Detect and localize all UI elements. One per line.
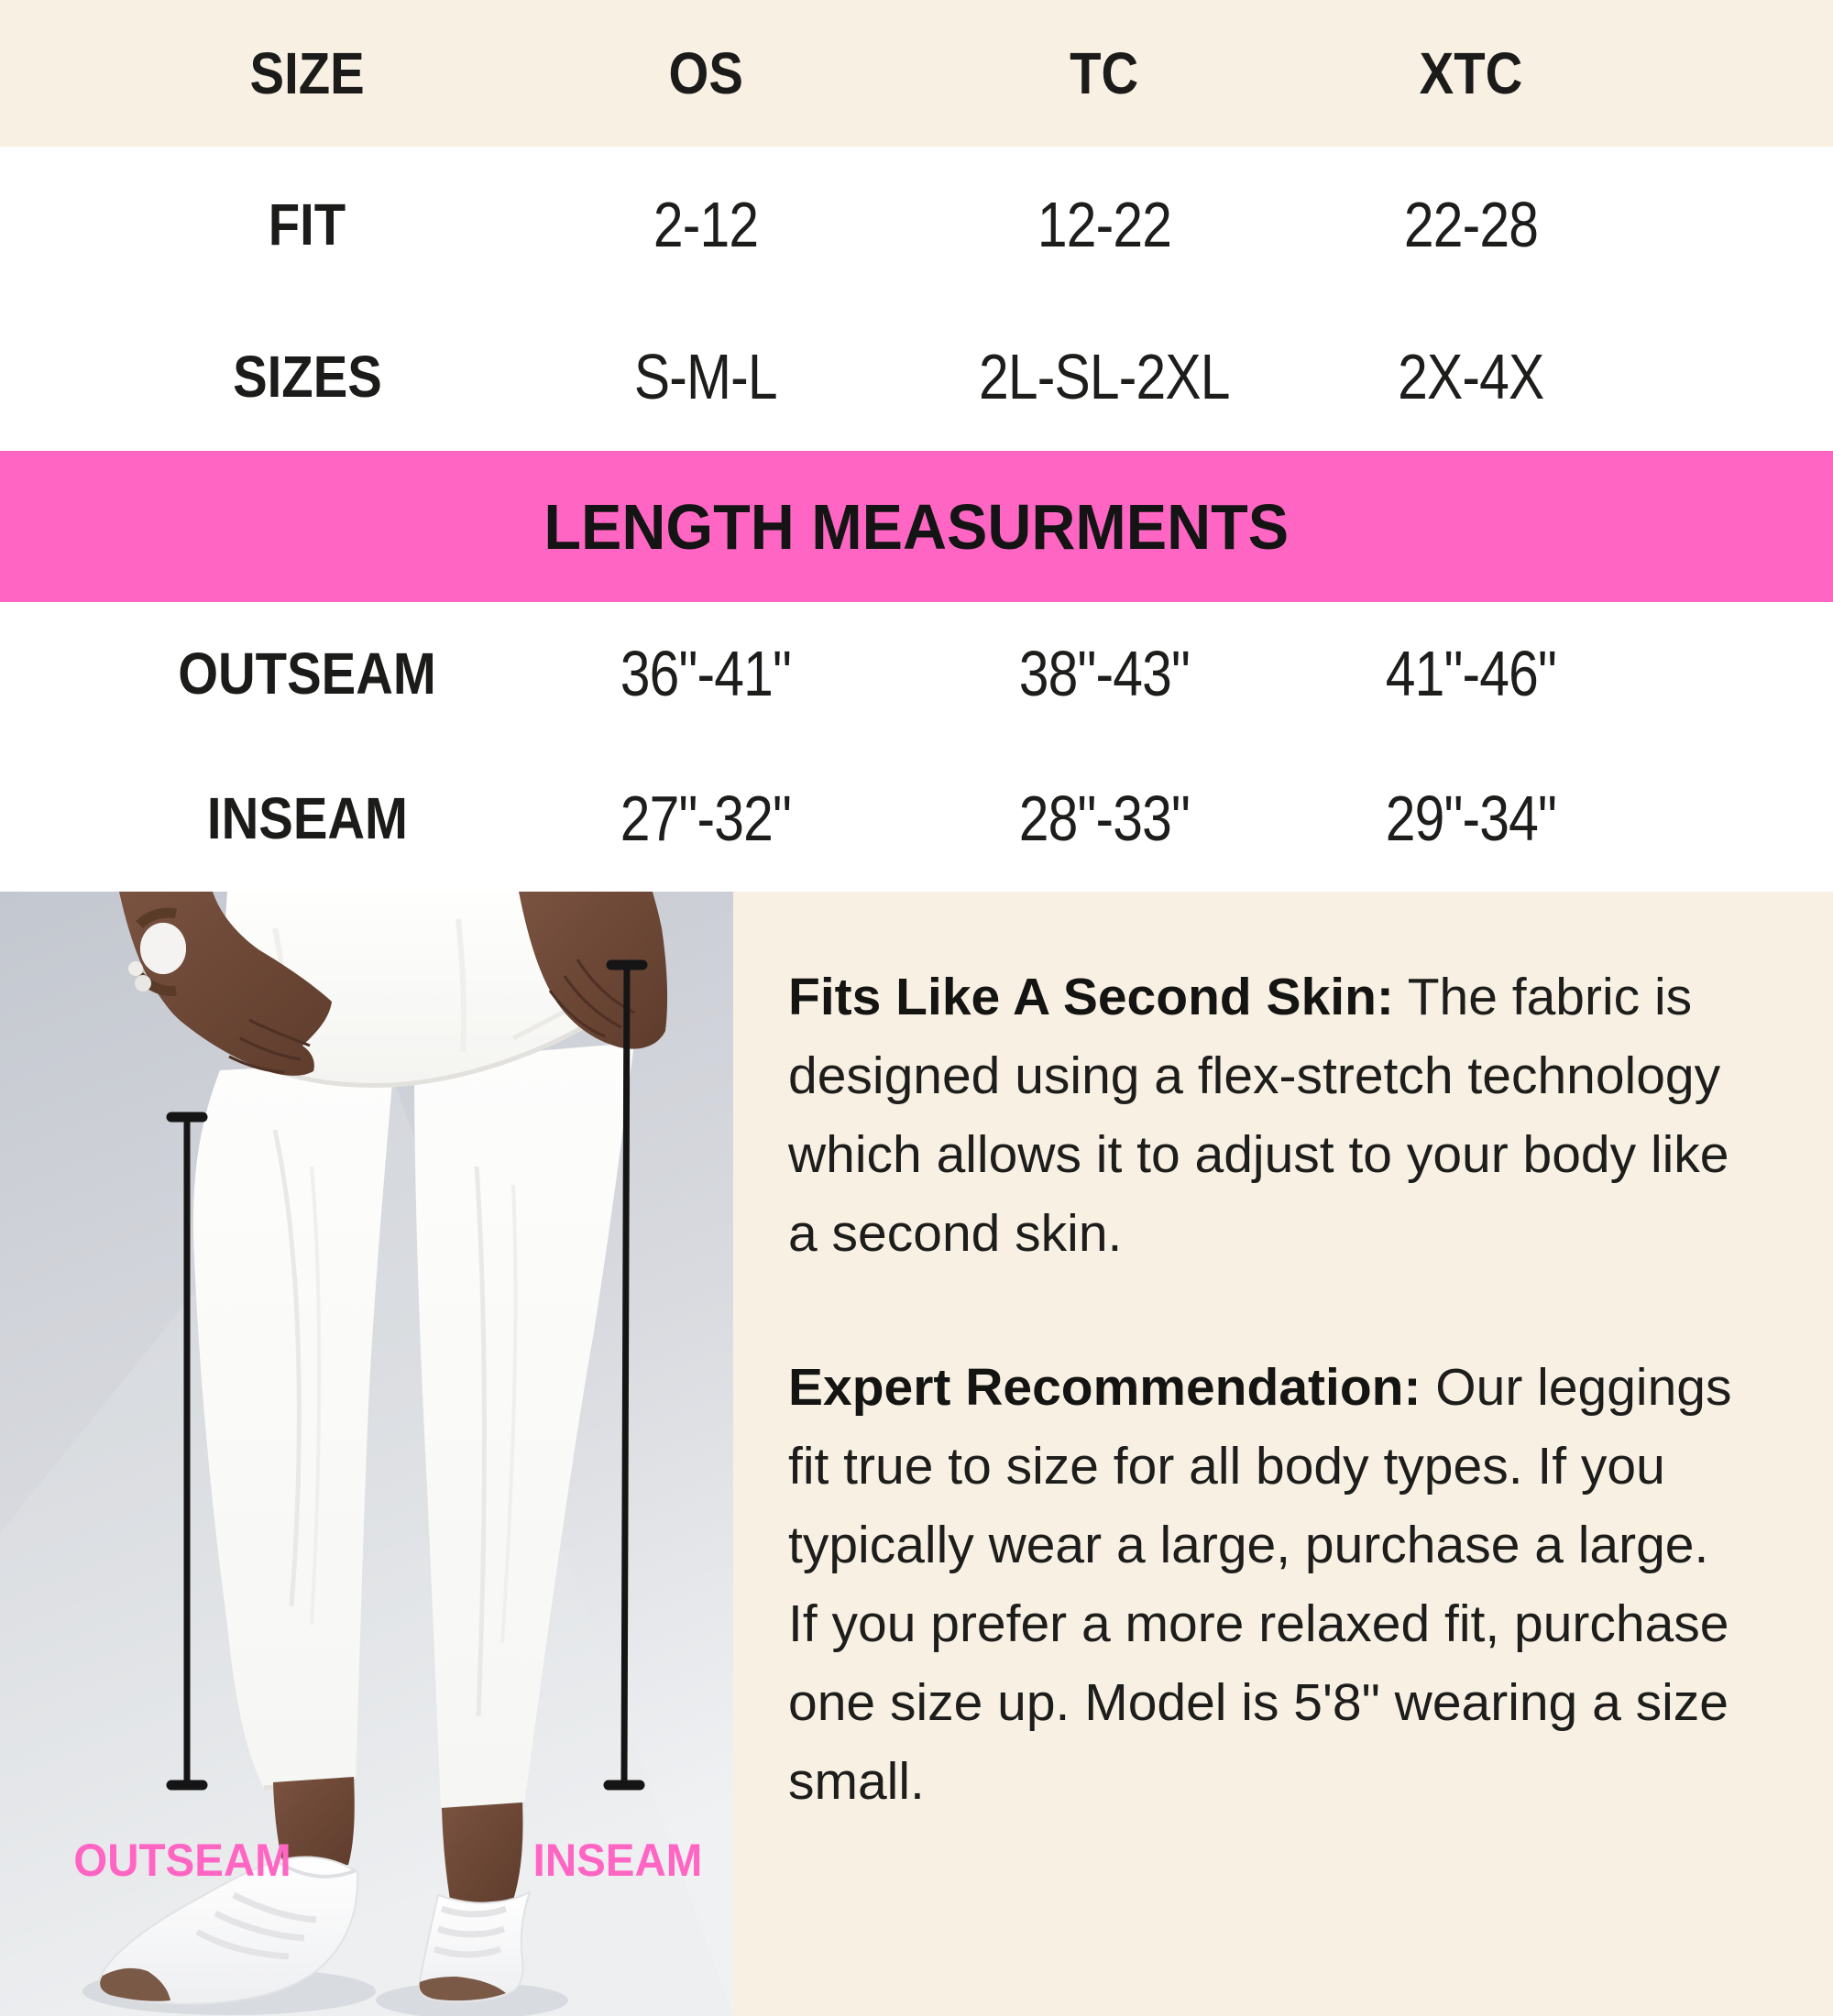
fit-description-lead: Fits Like A Second Skin: xyxy=(788,968,1394,1026)
length-measurements-banner: LENGTH MEASURMENTS xyxy=(0,451,1833,602)
col-header-size: SIZE xyxy=(249,40,365,106)
col-header-tc: TC xyxy=(1070,40,1139,106)
inseam-xtc-value: 29"-34" xyxy=(1385,782,1557,854)
fit-os-value: 2-12 xyxy=(653,189,759,260)
col-header-os: OS xyxy=(668,40,743,106)
sizes-tc-value: 2L-SL-2XL xyxy=(979,341,1230,412)
sizes-os-value: S-M-L xyxy=(634,341,778,412)
watch-icon xyxy=(128,907,186,996)
left-shoe xyxy=(99,1856,359,2006)
outseam-tc-value: 38"-43" xyxy=(1018,637,1191,709)
fit-tc-value: 12-22 xyxy=(1037,189,1172,260)
expert-recommendation-body: Our leggings fit true to size for all bo… xyxy=(788,1358,1732,1811)
model-photo: OUTSEAM INSEAM xyxy=(0,892,733,2016)
sizes-row-label: SIZES xyxy=(232,344,382,410)
outseam-os-value: 36"-41" xyxy=(620,637,792,709)
outseam-photo-label: OUTSEAM xyxy=(73,1835,291,1886)
inseam-os-value: 27"-32" xyxy=(620,782,792,854)
right-shoe xyxy=(418,1890,532,2003)
fit-description-paragraph: Fits Like A Second Skin: The fabric is d… xyxy=(788,958,1747,1273)
size-chart-section: SIZE OS TC XTC FIT 2-12 12-22 22-28 SIZE… xyxy=(0,0,1833,892)
outseam-row-label: OUTSEAM xyxy=(178,640,436,707)
outseam-xtc-value: 41"-46" xyxy=(1385,637,1557,709)
white-pants xyxy=(192,1043,634,1813)
fit-row: FIT 2-12 12-22 22-28 xyxy=(0,147,1833,302)
expert-recommendation-lead: Expert Recommendation: xyxy=(788,1358,1421,1417)
sizes-xtc-value: 2X-4X xyxy=(1398,341,1544,412)
right-arm-hand xyxy=(519,892,668,1049)
inseam-row-label: INSEAM xyxy=(206,784,408,851)
col-header-xtc: XTC xyxy=(1419,40,1523,106)
inseam-row: INSEAM 27"-32" 28"-33" 29"-34" xyxy=(0,744,1833,892)
outseam-measurement-line xyxy=(166,1112,208,1791)
table-header-row: SIZE OS TC XTC xyxy=(0,0,1833,147)
outseam-row: OUTSEAM 36"-41" 38"-43" 41"-46" xyxy=(0,602,1833,744)
banner-title: LENGTH MEASURMENTS xyxy=(543,490,1290,563)
ankles xyxy=(273,1777,523,1905)
bottom-section: OUTSEAM INSEAM Fits Like A Second Skin: … xyxy=(0,892,1833,2016)
fit-description-body: The fabric is designed using a flex-stre… xyxy=(788,968,1729,1263)
expert-recommendation-paragraph: Expert Recommendation: Our leggings fit … xyxy=(788,1348,1747,1821)
fit-row-label: FIT xyxy=(268,192,346,257)
inseam-tc-value: 28"-33" xyxy=(1018,782,1191,854)
inseam-measurement-line xyxy=(603,959,648,1791)
model-photo-illustration xyxy=(0,892,733,2016)
sizes-row: SIZES S-M-L 2L-SL-2XL 2X-4X xyxy=(0,302,1833,451)
info-panel: Fits Like A Second Skin: The fabric is d… xyxy=(733,892,1833,2016)
inseam-photo-label: INSEAM xyxy=(532,1835,703,1886)
left-arm-hand xyxy=(119,892,332,1076)
fit-xtc-value: 22-28 xyxy=(1403,189,1539,260)
